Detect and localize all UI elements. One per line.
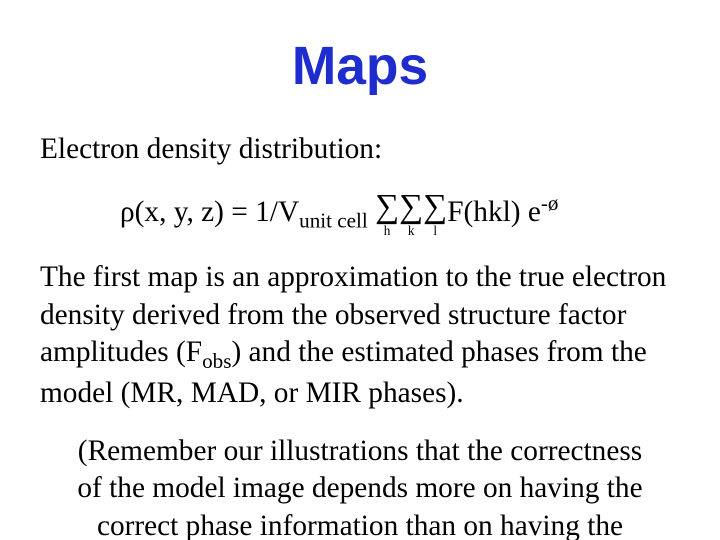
eq-sum-l: ∑l	[423, 190, 447, 237]
intro-line: Electron density distribution:	[40, 131, 680, 169]
eq-rhs: F(hkl) e	[447, 195, 541, 227]
equation: ρ(x, y, z) = 1/Vunit cell ∑h∑k∑lF(hkl) e…	[120, 189, 680, 238]
eq-lhs: ρ(x, y, z) = 1/V	[120, 195, 299, 227]
eq-sum-k: ∑k	[399, 190, 423, 237]
eq-rhs-sup: -ø	[541, 191, 559, 215]
paragraph-1: The first map is an approximation to the…	[40, 259, 680, 412]
page-title: Maps	[40, 36, 680, 97]
eq-lhs-sub: unit cell	[299, 208, 368, 232]
slide: Maps Electron density distribution: ρ(x,…	[0, 0, 720, 540]
para1-sub: obs	[202, 349, 231, 373]
eq-sum-h: ∑h	[375, 190, 399, 237]
paragraph-2: (Remember our illustrations that the cor…	[70, 433, 650, 540]
